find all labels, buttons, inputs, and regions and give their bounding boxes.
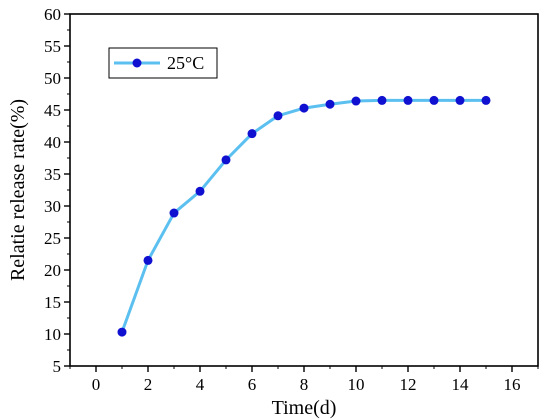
x-tick-label: 10 xyxy=(348,375,365,394)
series-layer xyxy=(117,95,491,337)
data-point xyxy=(429,95,439,105)
y-tick-label: 15 xyxy=(44,293,61,312)
x-axis-title: Time(d) xyxy=(272,397,337,419)
x-tick-label: 0 xyxy=(92,375,101,394)
y-axis: 5 10 15 20 25 30 35 40 45 50 55 60 xyxy=(44,5,70,376)
legend: 25°C xyxy=(108,47,218,79)
legend-marker xyxy=(132,58,142,68)
x-tick-label: 4 xyxy=(196,375,205,394)
x-tick-label: 8 xyxy=(300,375,309,394)
data-point xyxy=(377,95,387,105)
y-tick-label: 5 xyxy=(53,357,62,376)
data-point xyxy=(481,95,491,105)
data-point xyxy=(403,95,413,105)
y-tick-label: 60 xyxy=(44,5,61,24)
data-point xyxy=(325,99,335,109)
legend-label: 25°C xyxy=(167,53,204,73)
data-point xyxy=(221,155,231,165)
x-tick-label: 2 xyxy=(144,375,153,394)
y-tick-label: 45 xyxy=(44,101,61,120)
data-point xyxy=(273,111,283,121)
x-tick-label: 6 xyxy=(248,375,257,394)
x-tick-label: 12 xyxy=(400,375,417,394)
y-tick-label: 35 xyxy=(44,165,61,184)
x-tick-label: 14 xyxy=(452,375,470,394)
y-tick-label: 55 xyxy=(44,37,61,56)
y-tick-label: 50 xyxy=(44,69,61,88)
y-axis-title: Relatie release rate(%) xyxy=(7,99,29,281)
data-point xyxy=(117,327,127,337)
data-point xyxy=(247,129,257,139)
data-point xyxy=(195,186,205,196)
x-axis: 0 2 4 6 8 10 12 14 16 xyxy=(69,366,539,394)
data-point xyxy=(351,96,361,106)
data-point xyxy=(169,208,179,218)
x-tick-label: 16 xyxy=(504,375,521,394)
y-tick-label: 40 xyxy=(44,133,61,152)
data-point xyxy=(299,103,309,113)
y-tick-label: 20 xyxy=(44,261,61,280)
data-point xyxy=(455,95,465,105)
y-tick-label: 30 xyxy=(44,197,61,216)
y-tick-label: 25 xyxy=(44,229,61,248)
y-tick-label: 10 xyxy=(44,325,61,344)
data-point xyxy=(143,255,153,265)
